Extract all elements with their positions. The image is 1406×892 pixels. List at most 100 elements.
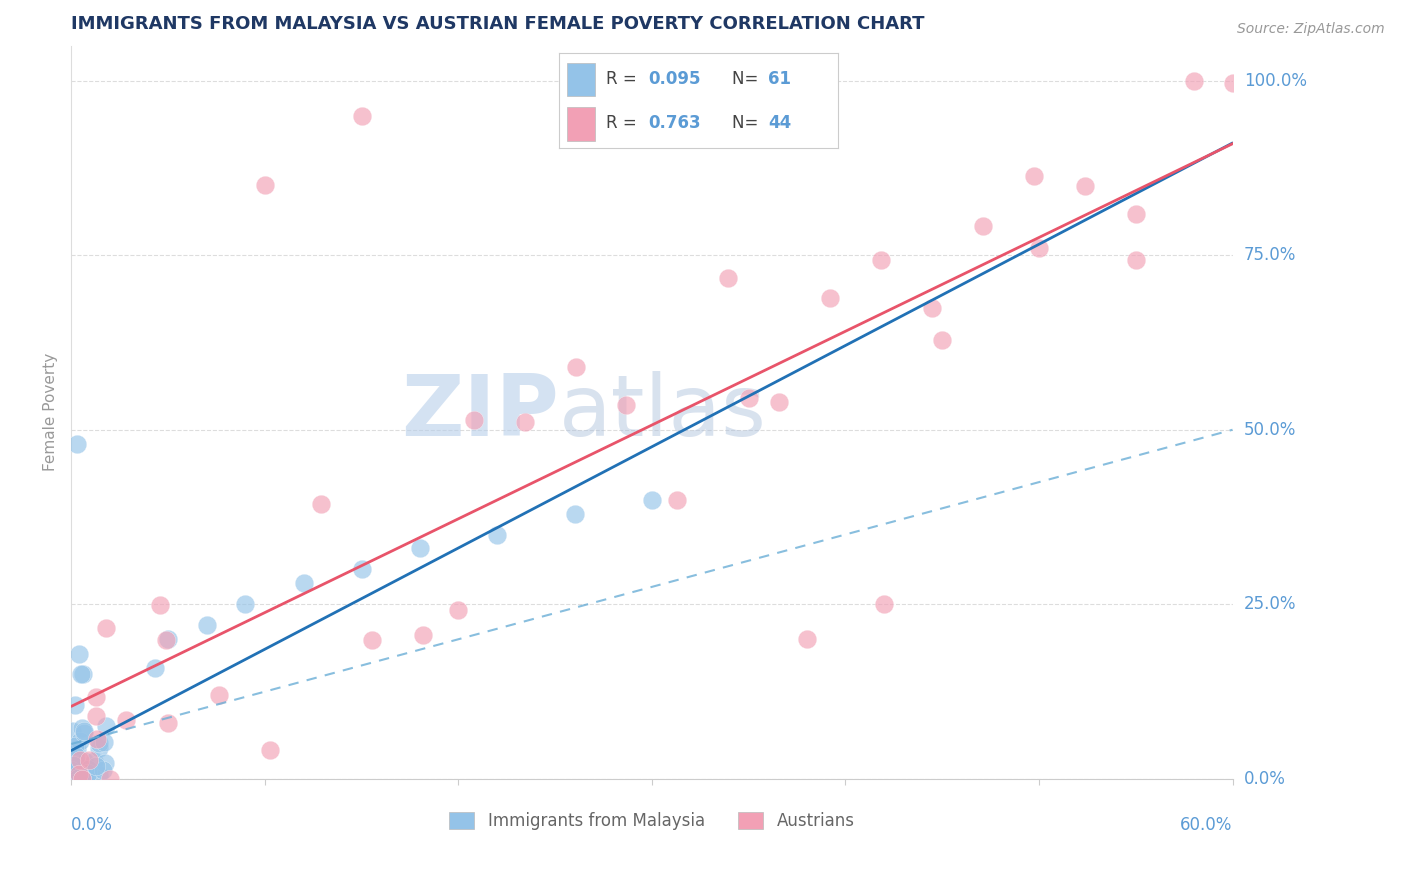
Point: [931, 334, 953, 348]
Point: [65, 748, 87, 763]
Point: [447, 602, 470, 616]
Point: [195, 618, 218, 632]
Point: [143, 661, 166, 675]
Point: [84, 758, 107, 772]
Point: [1022, 169, 1045, 183]
Point: [796, 632, 818, 647]
Point: [412, 627, 434, 641]
Point: [114, 714, 136, 728]
Text: 0.0%: 0.0%: [1244, 770, 1285, 788]
Point: [717, 271, 740, 285]
Point: [513, 415, 536, 429]
Point: [84, 708, 107, 723]
Point: [309, 497, 332, 511]
Point: [77, 754, 100, 768]
Point: [350, 108, 373, 122]
Point: [70, 721, 93, 735]
Point: [69, 769, 91, 783]
Point: [60, 759, 83, 773]
Point: [259, 743, 281, 757]
Point: [463, 412, 485, 426]
Point: [84, 690, 107, 704]
Text: 75.0%: 75.0%: [1244, 246, 1296, 264]
Point: [86, 732, 108, 747]
Point: [66, 742, 89, 756]
Point: [63, 761, 86, 775]
Text: 0.0%: 0.0%: [72, 815, 114, 834]
Point: [73, 724, 96, 739]
Point: [89, 736, 111, 750]
Point: [65, 698, 87, 712]
Point: [63, 767, 86, 781]
Point: [79, 764, 101, 778]
Point: [1028, 241, 1050, 255]
Point: [63, 764, 86, 778]
Point: [564, 507, 586, 521]
Point: [91, 764, 114, 778]
Point: [1182, 73, 1205, 87]
Legend: Immigrants from Malaysia, Austrians: Immigrants from Malaysia, Austrians: [443, 805, 860, 837]
Point: [235, 598, 257, 612]
Point: [65, 768, 87, 782]
Point: [292, 576, 315, 591]
Point: [89, 740, 111, 755]
Text: 25.0%: 25.0%: [1244, 595, 1296, 614]
Point: [69, 770, 91, 784]
Point: [641, 492, 664, 507]
Point: [93, 735, 115, 749]
Point: [921, 301, 943, 316]
Point: [1125, 253, 1147, 268]
Point: [67, 648, 90, 662]
Text: 50.0%: 50.0%: [1244, 421, 1296, 439]
Point: [253, 178, 276, 193]
Point: [69, 734, 91, 748]
Point: [70, 772, 93, 786]
Point: [350, 562, 373, 576]
Point: [94, 719, 117, 733]
Point: [65, 756, 87, 770]
Point: [75, 765, 97, 780]
Point: [1222, 76, 1244, 90]
Point: [98, 772, 121, 786]
Point: [486, 527, 509, 541]
Point: [83, 754, 105, 768]
Point: [1125, 207, 1147, 221]
Point: [208, 688, 231, 702]
Point: [66, 769, 89, 783]
Point: [62, 756, 84, 771]
Point: [616, 398, 638, 412]
Point: [60, 768, 83, 782]
Point: [77, 762, 100, 776]
Point: [77, 766, 100, 780]
Point: [157, 632, 180, 647]
Point: [60, 764, 83, 778]
Point: [65, 742, 87, 756]
Point: [93, 756, 115, 770]
Point: [65, 765, 87, 780]
Point: [67, 767, 90, 781]
Point: [69, 753, 91, 767]
Point: [96, 621, 118, 635]
Y-axis label: Female Poverty: Female Poverty: [44, 353, 58, 471]
Point: [60, 771, 83, 785]
Point: [870, 252, 893, 267]
Point: [737, 391, 759, 405]
Point: [564, 359, 586, 374]
Text: 100.0%: 100.0%: [1244, 71, 1306, 89]
Point: [65, 768, 87, 782]
Text: atlas: atlas: [560, 371, 768, 454]
Point: [69, 666, 91, 681]
Point: [818, 292, 841, 306]
Text: Source: ZipAtlas.com: Source: ZipAtlas.com: [1237, 22, 1385, 37]
Point: [67, 771, 90, 785]
Point: [63, 746, 86, 760]
Point: [157, 716, 180, 731]
Point: [69, 769, 91, 783]
Point: [408, 541, 430, 556]
Point: [768, 394, 790, 409]
Point: [63, 739, 86, 753]
Text: ZIP: ZIP: [401, 371, 560, 454]
Point: [72, 667, 94, 681]
Point: [360, 632, 382, 647]
Point: [873, 598, 896, 612]
